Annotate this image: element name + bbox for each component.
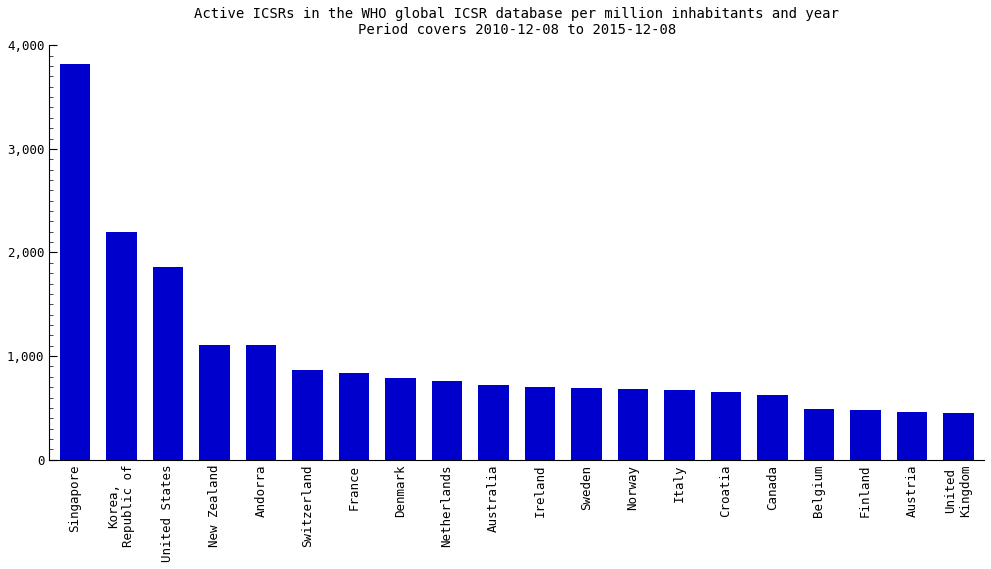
Bar xyxy=(525,387,555,460)
Bar xyxy=(479,385,508,460)
Bar xyxy=(339,373,369,460)
Bar xyxy=(199,345,230,460)
Bar xyxy=(59,64,90,460)
Bar xyxy=(572,388,602,460)
Bar xyxy=(664,390,695,460)
Bar xyxy=(385,378,415,460)
Bar xyxy=(804,409,834,460)
Bar xyxy=(850,410,881,460)
Bar xyxy=(711,393,741,460)
Bar xyxy=(153,267,183,460)
Bar xyxy=(757,395,788,460)
Bar xyxy=(246,345,276,460)
Bar xyxy=(106,232,137,460)
Bar xyxy=(943,413,973,460)
Title: Active ICSRs in the WHO global ICSR database per million inhabitants and year
Pe: Active ICSRs in the WHO global ICSR data… xyxy=(194,7,839,37)
Bar xyxy=(292,369,322,460)
Bar xyxy=(617,389,648,460)
Bar xyxy=(432,381,462,460)
Bar xyxy=(897,411,928,460)
